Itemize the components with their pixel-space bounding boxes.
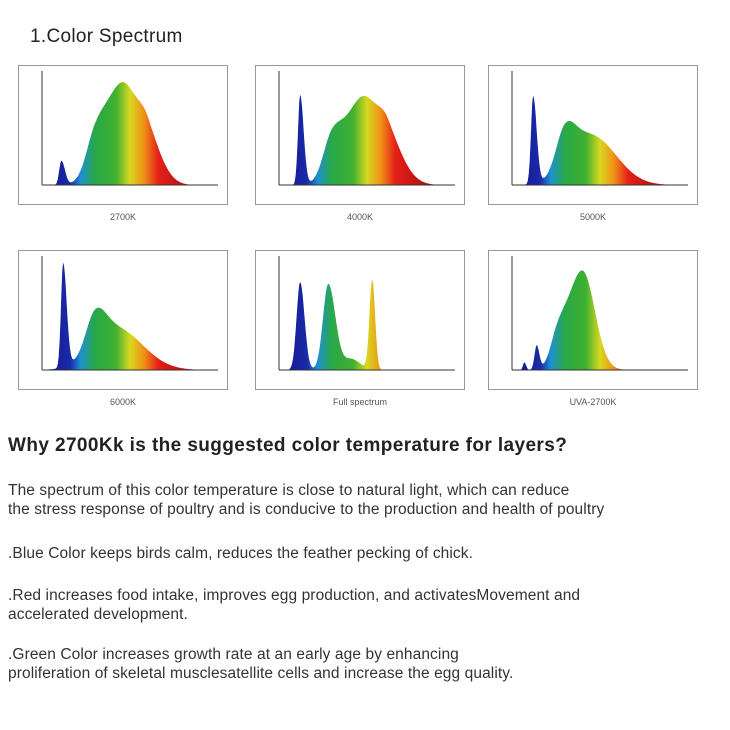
- panel-caption: Full spectrum: [332, 397, 387, 407]
- spectrum-panel: [18, 250, 228, 390]
- spectrum-curve: [279, 279, 455, 370]
- bullet: proliferation of skeletal musclesatellit…: [8, 665, 514, 682]
- panel-caption: 4000K: [346, 212, 374, 222]
- spectrum-chart: [255, 250, 465, 390]
- spectrum-curve: [279, 94, 455, 185]
- bullet: .Green Color increases growth rate at an…: [8, 646, 459, 663]
- spectrum-panel: [255, 65, 465, 205]
- spectrum-chart: [18, 65, 228, 205]
- paragraph-line: The spectrum of this color temperature i…: [8, 482, 570, 499]
- spectrum-curve: [42, 262, 218, 370]
- spectrum-chart: [488, 250, 698, 390]
- heading: Why 2700Kk is the suggested color temper…: [8, 435, 568, 456]
- spectrum-curve: [512, 95, 688, 185]
- spectrum-curve: [512, 270, 688, 370]
- panel-caption: UVA-2700K: [569, 397, 617, 407]
- panel-caption: 5000K: [579, 212, 607, 222]
- paragraph-line: the stress response of poultry and is co…: [8, 501, 605, 518]
- panel-caption: 6000K: [109, 397, 137, 407]
- spectrum-chart: [255, 65, 465, 205]
- panel-caption: 2700K: [109, 212, 137, 222]
- section-title: 1.Color Spectrum: [30, 26, 183, 47]
- spectrum-curve: [42, 82, 218, 185]
- spectrum-chart: [18, 250, 228, 390]
- spectrum-panel: [488, 65, 698, 205]
- bullet: .Red increases food intake, improves egg…: [8, 587, 581, 604]
- spectrum-panel: [18, 65, 228, 205]
- spectrum-panel: [488, 250, 698, 390]
- spectrum-panel: [255, 250, 465, 390]
- bullet: .Blue Color keeps birds calm, reduces th…: [8, 545, 474, 562]
- bullet: accelerated development.: [8, 606, 188, 623]
- spectrum-chart: [488, 65, 698, 205]
